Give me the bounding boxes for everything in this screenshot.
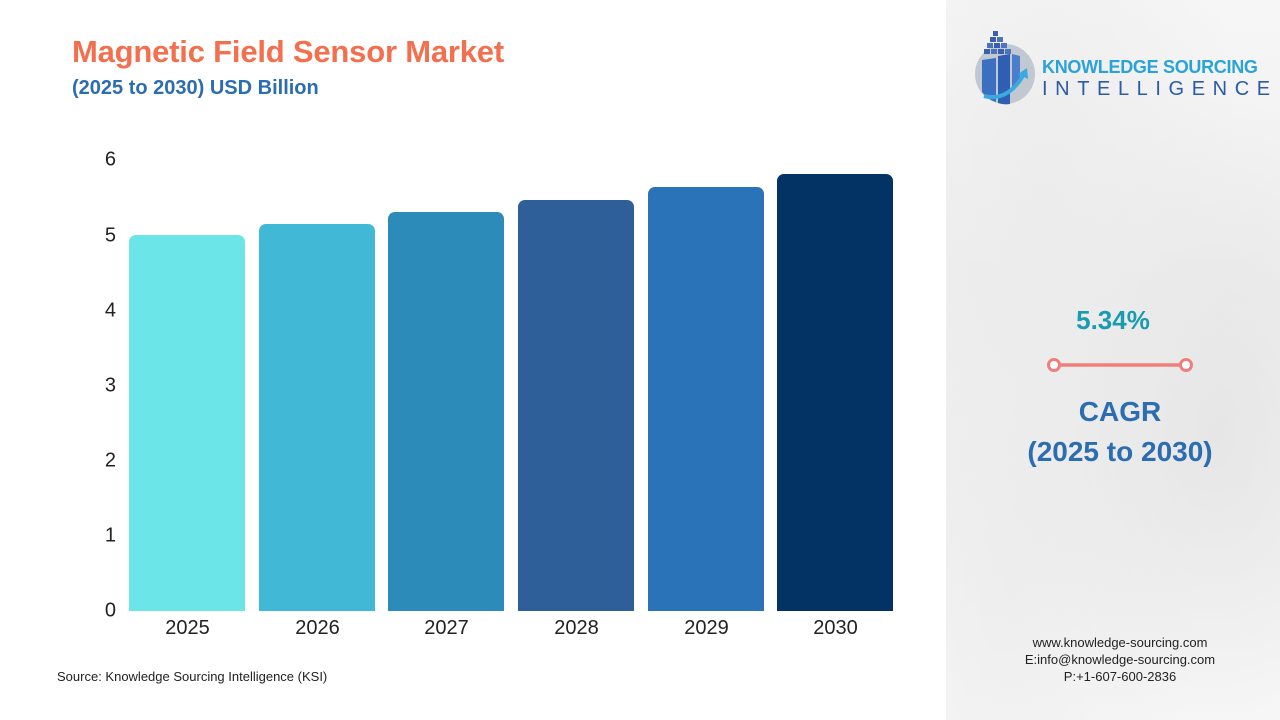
brand-logo: KNOWLEDGE SOURCING INTELLIGENCE: [974, 30, 1274, 110]
building-arrow-logo-icon: [975, 31, 1035, 105]
bar-2030: [777, 174, 893, 611]
source-note: Source: Knowledge Sourcing Intelligence …: [57, 669, 328, 684]
chart-subtitle: (2025 to 2030) USD Billion: [72, 77, 319, 99]
x-tick-2026: 2026: [295, 617, 340, 639]
bar-2026: [259, 223, 375, 611]
x-tick-2029: 2029: [684, 617, 729, 639]
cagr-period: (2025 to 2030): [1027, 436, 1213, 467]
x-tick-2028: 2028: [554, 617, 599, 639]
contact-phone: P:+1-607-600-2836: [1063, 669, 1177, 684]
contact-email[interactable]: E:info@knowledge-sourcing.com: [1024, 652, 1216, 667]
contact-block: www.knowledge-sourcing.com E:info@knowle…: [946, 634, 1280, 685]
cagr-connector-icon: [1047, 358, 1193, 372]
y-tick-0: 0: [104, 599, 116, 622]
bar-2029: [648, 187, 764, 611]
x-tick-2027: 2027: [424, 617, 469, 639]
brand-name-line2: INTELLIGENCE: [1042, 78, 1278, 100]
y-tick-3: 3: [104, 374, 116, 397]
cagr-value: 5.34%: [1076, 305, 1150, 335]
bar-chart: 0 1 2 3 4 5 6 2025 2026 2027 2028 2029 2…: [104, 148, 893, 639]
y-tick-4: 4: [104, 299, 116, 322]
bar-2025: [129, 235, 245, 611]
y-tick-2: 2: [104, 449, 116, 472]
contact-website[interactable]: www.knowledge-sourcing.com: [1032, 635, 1208, 650]
chart-title: Magnetic Field Sensor Market: [72, 34, 504, 69]
brand-name-line1: KNOWLEDGE SOURCING: [1042, 57, 1258, 77]
bar-2027: [388, 211, 504, 611]
y-tick-6: 6: [104, 148, 116, 171]
x-tick-2025: 2025: [165, 617, 210, 639]
cagr-label-block: CAGR (2025 to 2030): [946, 392, 1280, 472]
chart-panel: Magnetic Field Sensor Market (2025 to 20…: [57, 34, 893, 684]
y-tick-1: 1: [104, 524, 116, 547]
x-tick-2030: 2030: [813, 617, 858, 639]
cagr-label: CAGR: [1078, 396, 1162, 427]
info-panel: KNOWLEDGE SOURCING INTELLIGENCE 5.34% CA…: [946, 0, 1280, 720]
y-tick-5: 5: [104, 224, 116, 247]
bar-2028: [518, 199, 634, 611]
